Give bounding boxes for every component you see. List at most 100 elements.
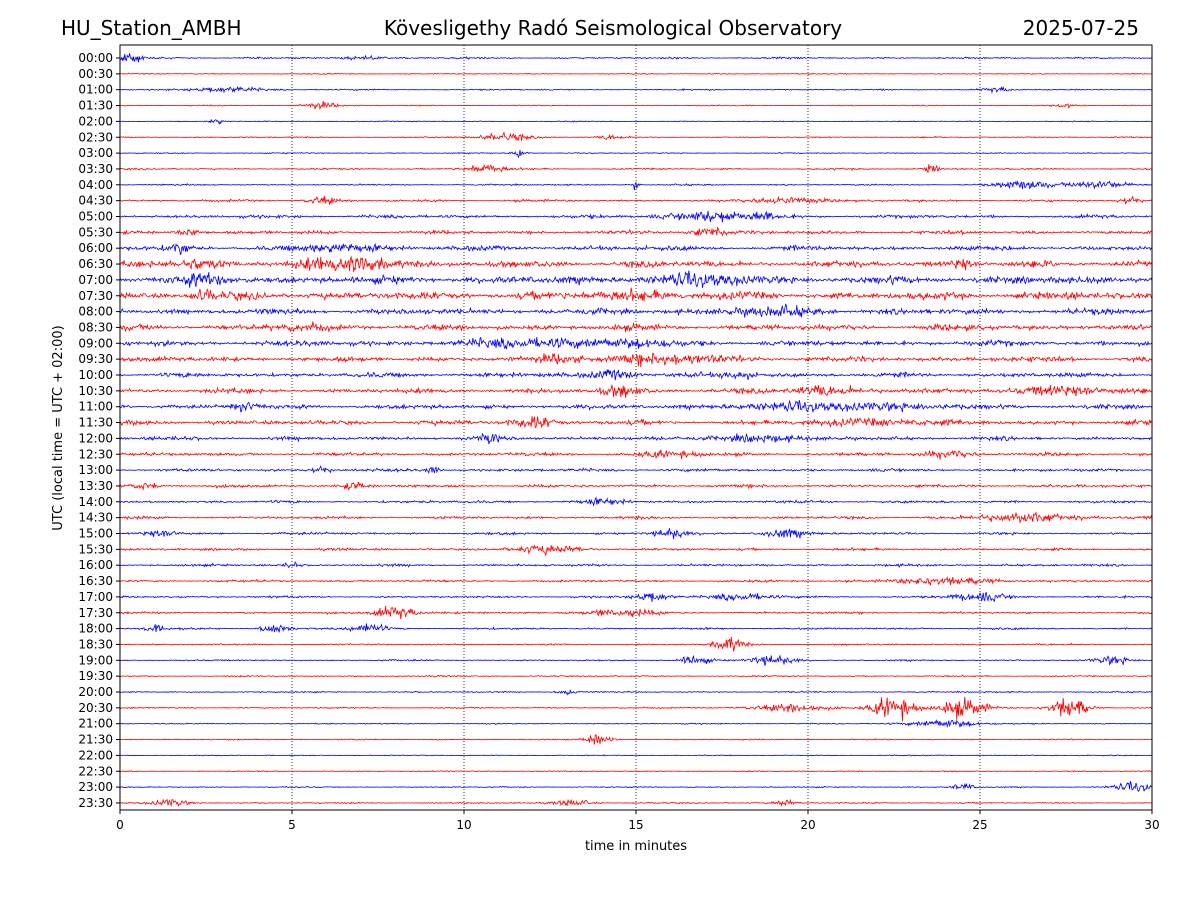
- row-time-label: 00:00: [78, 51, 113, 65]
- row-time-label: 04:00: [78, 178, 113, 192]
- row-time-label: 02:30: [78, 130, 113, 144]
- seismic-trace-row: [120, 399, 1152, 413]
- row-time-label: 21:30: [78, 733, 113, 747]
- seismic-trace-row: [120, 654, 1152, 666]
- seismic-trace-row: [120, 321, 1152, 333]
- seismic-traces: [120, 53, 1152, 808]
- seismic-trace-row: [120, 780, 1152, 792]
- row-time-label: 06:00: [78, 241, 113, 255]
- row-time-label: 19:00: [78, 653, 113, 667]
- row-time-label: 14:30: [78, 511, 113, 525]
- row-time-label: 21:00: [78, 717, 113, 731]
- row-time-label: 07:00: [78, 273, 113, 287]
- seismic-trace-row: [120, 544, 1152, 556]
- seismic-trace-row: [120, 72, 1152, 76]
- row-time-label: 06:30: [78, 257, 113, 271]
- seismic-trace-row: [120, 287, 1152, 302]
- seismic-trace-row: [120, 303, 1152, 318]
- x-axis-ticks: 0 5 10 15 20 25 30: [116, 810, 1160, 832]
- seismic-trace-row: [120, 591, 1152, 603]
- row-time-label: 10:30: [78, 384, 113, 398]
- row-time-label: 08:30: [78, 320, 113, 334]
- seismic-trace-row: [120, 131, 1152, 141]
- row-time-label: 12:00: [78, 431, 113, 445]
- seismic-trace-row: [120, 605, 1152, 620]
- row-time-label: 16:30: [78, 574, 113, 588]
- seismic-trace-row: [120, 255, 1152, 272]
- seismic-trace-row: [120, 623, 1152, 633]
- row-time-label: 18:00: [78, 622, 113, 636]
- row-time-label: 09:00: [78, 336, 113, 350]
- row-time-label: 13:00: [78, 463, 113, 477]
- row-time-label: 00:30: [78, 67, 113, 81]
- row-time-label: 13:30: [78, 479, 113, 493]
- x-tick-label: 30: [1144, 818, 1159, 832]
- row-time-label: 23:30: [78, 796, 113, 810]
- row-time-label: 20:00: [78, 685, 113, 699]
- seismic-trace-row: [120, 53, 1152, 63]
- x-tick-label: 10: [456, 818, 471, 832]
- seismic-trace-row: [120, 770, 1152, 773]
- seismic-trace-row: [120, 689, 1152, 696]
- row-time-label: 05:00: [78, 210, 113, 224]
- seismic-trace-row: [120, 464, 1152, 474]
- seismic-trace-row: [120, 481, 1152, 491]
- row-time-label: 01:00: [78, 83, 113, 97]
- row-time-label: 05:30: [78, 225, 113, 239]
- seismic-trace-row: [120, 754, 1152, 757]
- seismic-trace-row: [120, 798, 1152, 808]
- x-tick-label: 5: [288, 818, 296, 832]
- row-time-label: 07:30: [78, 289, 113, 303]
- chart-title: Kövesligethy Radó Seismological Observat…: [384, 16, 842, 40]
- seismic-trace-row: [120, 163, 1152, 174]
- seismic-trace-row: [120, 528, 1152, 540]
- seismic-trace-row: [120, 352, 1152, 368]
- row-time-label: 22:00: [78, 748, 113, 762]
- date-label: 2025-07-25: [1023, 16, 1139, 40]
- seismic-trace-row: [120, 384, 1152, 398]
- row-time-label: 15:00: [78, 527, 113, 541]
- row-time-label: 19:30: [78, 669, 113, 683]
- seismic-trace-row: [120, 226, 1152, 237]
- row-time-label: 20:30: [78, 701, 113, 715]
- row-time-label: 08:00: [78, 305, 113, 319]
- y-axis-label: UTC (local time = UTC + 02:00): [51, 325, 66, 530]
- seismic-trace-row: [120, 561, 1152, 569]
- seismic-trace-row: [120, 100, 1152, 111]
- x-tick-label: 0: [116, 818, 124, 832]
- seismic-trace-row: [120, 85, 1152, 94]
- row-time-label: 17:00: [78, 590, 113, 604]
- row-time-label: 18:30: [78, 637, 113, 651]
- row-time-label: 14:00: [78, 495, 113, 509]
- x-axis-label: time in minutes: [585, 839, 687, 854]
- seismic-trace-row: [120, 674, 1152, 678]
- row-time-label: 10:00: [78, 368, 113, 382]
- row-time-label: 16:00: [78, 558, 113, 572]
- row-time-label: 02:00: [78, 114, 113, 128]
- row-time-label: 11:30: [78, 416, 113, 430]
- seismic-trace-row: [120, 242, 1152, 256]
- seismic-trace-row: [120, 432, 1152, 445]
- seismic-trace-row: [120, 118, 1152, 125]
- row-time-label: 09:30: [78, 352, 113, 366]
- row-time-label: 03:00: [78, 146, 113, 160]
- seismic-trace-row: [120, 576, 1152, 586]
- row-time-label: 04:30: [78, 194, 113, 208]
- x-tick-label: 25: [972, 818, 987, 832]
- seismic-trace-row: [120, 180, 1152, 191]
- x-tick-label: 15: [628, 818, 643, 832]
- row-time-label: 03:30: [78, 162, 113, 176]
- row-time-label: 01:30: [78, 99, 113, 113]
- row-time-label: 23:00: [78, 780, 113, 794]
- seismic-trace-row: [120, 734, 1152, 745]
- seismic-trace-row: [120, 636, 1152, 652]
- seismic-trace-row: [120, 416, 1152, 429]
- seismic-trace-row: [120, 449, 1152, 460]
- seismic-trace-row: [120, 369, 1152, 381]
- grid-lines: [291, 45, 981, 810]
- row-time-label: 22:30: [78, 764, 113, 778]
- row-time-label: 11:00: [78, 400, 113, 414]
- seismic-trace-row: [120, 195, 1152, 205]
